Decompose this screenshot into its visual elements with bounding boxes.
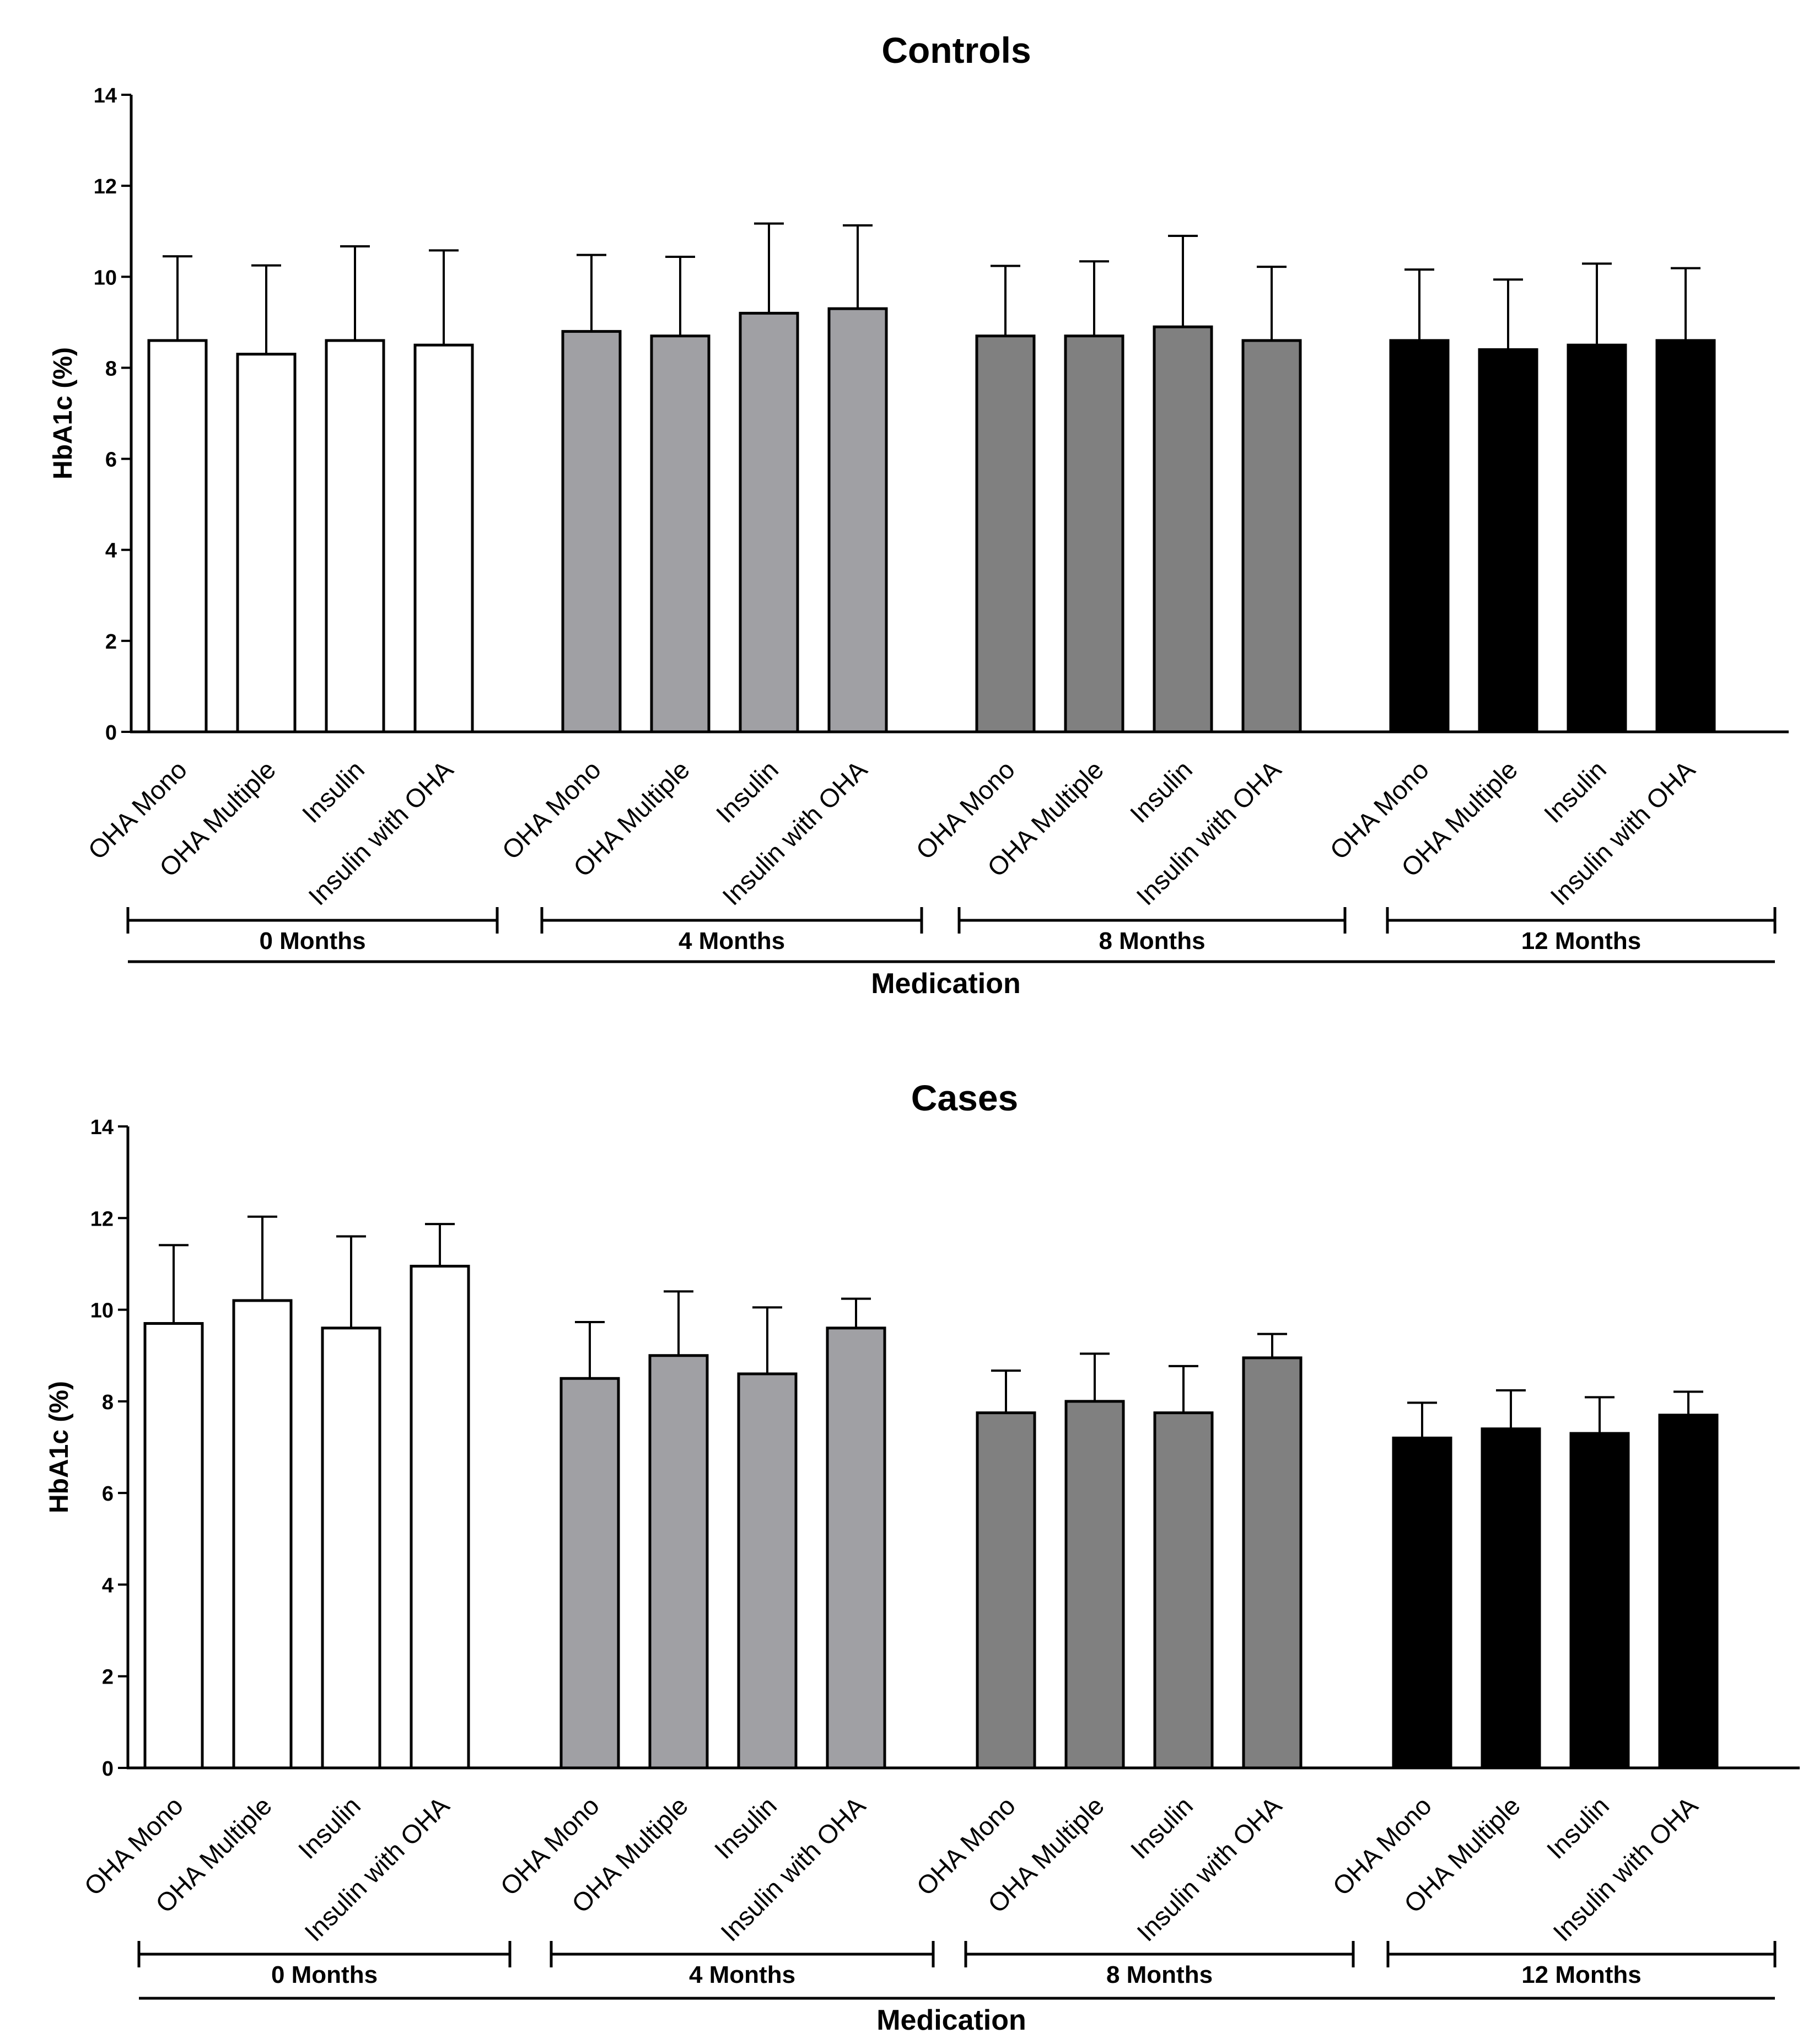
bar-4-months-oha-mono xyxy=(561,330,622,734)
y-tick-label: 12 xyxy=(90,1207,114,1231)
x-axis-label: Medication xyxy=(871,968,1021,1000)
y-tick-label: 8 xyxy=(105,357,117,380)
chart-title: Controls xyxy=(881,30,1031,71)
chart-title: Cases xyxy=(911,1077,1019,1118)
category-label: Insulin xyxy=(709,1791,783,1865)
y-tick-label: 0 xyxy=(102,1757,114,1781)
category-label: Insulin xyxy=(293,1791,367,1865)
bar-0-months-oha-multiple xyxy=(232,1299,293,1770)
bar-4-months-oha-multiple xyxy=(650,335,711,734)
bar-4-months-insulin-with-oha xyxy=(826,1326,886,1770)
bar-0-months-oha-multiple xyxy=(236,353,297,734)
group-label-12-months: 12 Months xyxy=(1521,1961,1642,1988)
y-tick-label: 10 xyxy=(94,266,117,289)
bar-8-months-oha-multiple xyxy=(1064,335,1124,734)
bar-12-months-oha-mono xyxy=(1392,1436,1452,1770)
y-tick-label: 8 xyxy=(102,1391,114,1414)
y-tick-label: 6 xyxy=(102,1482,114,1506)
bar-12-months-oha-mono xyxy=(1389,339,1450,734)
bar-12-months-oha-multiple xyxy=(1478,348,1538,734)
group-label-0-months: 0 Months xyxy=(271,1961,378,1988)
category-label: Insulin xyxy=(711,755,784,829)
bar-0-months-insulin xyxy=(321,1326,381,1770)
bar-8-months-oha-mono xyxy=(975,335,1036,734)
bar-8-months-insulin-with-oha xyxy=(1241,339,1302,734)
bar-0-months-oha-mono xyxy=(143,1322,204,1770)
group-label-8-months: 8 Months xyxy=(1106,1961,1213,1988)
y-tick-label: 14 xyxy=(94,84,117,107)
y-tick-label: 6 xyxy=(105,449,117,472)
y-tick-label: 2 xyxy=(105,630,117,654)
bar-4-months-insulin-with-oha xyxy=(827,307,888,734)
y-tick-label: 2 xyxy=(102,1666,114,1689)
y-tick-label: 0 xyxy=(105,721,117,745)
bar-12-months-insulin-with-oha xyxy=(1658,1414,1719,1770)
x-axis-label: Medication xyxy=(876,2004,1026,2036)
y-tick-label: 10 xyxy=(90,1299,114,1323)
bar-12-months-insulin xyxy=(1569,1432,1630,1770)
y-tick-label: 12 xyxy=(94,175,117,198)
group-label-8-months: 8 Months xyxy=(1099,927,1205,954)
bar-4-months-insulin xyxy=(737,1372,798,1770)
category-label: Insulin xyxy=(1125,1791,1199,1865)
group-label-12-months: 12 Months xyxy=(1521,927,1642,954)
y-tick-label: 14 xyxy=(90,1116,114,1139)
bar-4-months-oha-mono xyxy=(559,1377,620,1770)
y-axis-label: HbA1c (%) xyxy=(49,347,78,479)
bar-0-months-insulin-with-oha xyxy=(413,343,474,734)
bar-4-months-oha-multiple xyxy=(648,1354,709,1770)
category-label: Insulin xyxy=(1538,755,1612,829)
bar-4-months-insulin xyxy=(739,311,799,734)
bar-8-months-insulin-with-oha xyxy=(1242,1356,1303,1770)
bar-8-months-oha-mono xyxy=(976,1411,1036,1770)
category-label: Insulin xyxy=(297,755,370,829)
bar-0-months-oha-mono xyxy=(147,339,208,734)
group-label-4-months: 4 Months xyxy=(689,1961,795,1988)
group-label-4-months: 4 Months xyxy=(679,927,785,954)
group-label-0-months: 0 Months xyxy=(259,927,365,954)
bar-8-months-insulin xyxy=(1153,1411,1214,1770)
bar-12-months-insulin-with-oha xyxy=(1655,339,1716,734)
bar-0-months-insulin-with-oha xyxy=(410,1265,470,1770)
bar-0-months-insulin xyxy=(325,339,385,734)
y-tick-label: 4 xyxy=(102,1574,114,1597)
y-axis-label: HbA1c (%) xyxy=(45,1381,74,1513)
category-label: Insulin xyxy=(1124,755,1198,829)
bar-8-months-insulin xyxy=(1153,325,1213,734)
category-label: Insulin xyxy=(1541,1791,1615,1865)
bar-8-months-oha-multiple xyxy=(1064,1400,1125,1770)
bar-12-months-oha-multiple xyxy=(1481,1427,1541,1770)
bar-12-months-insulin xyxy=(1567,343,1627,734)
y-tick-label: 4 xyxy=(105,540,117,563)
